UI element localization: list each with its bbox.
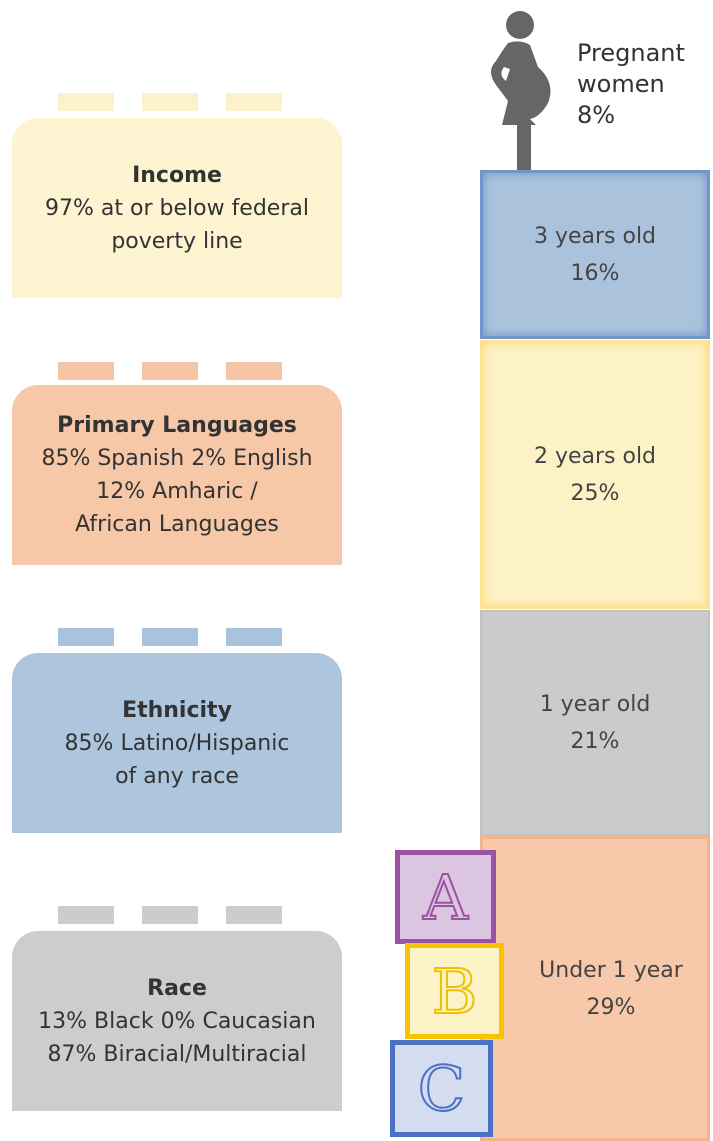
race-card: Race 13% Black 0% Caucasian 87% Biracial… <box>12 931 342 1111</box>
card-bump <box>226 628 282 646</box>
age-block: 1 year old 21% <box>480 610 710 836</box>
card-bump <box>142 906 198 924</box>
letter-block: B <box>405 943 504 1039</box>
age-block: 2 years old 25% <box>480 340 710 609</box>
card-bump <box>142 628 198 646</box>
card-bump <box>226 93 282 111</box>
label-line: Pregnant <box>577 38 685 69</box>
letter-block: C <box>390 1040 493 1137</box>
card-line: 85% Spanish 2% English <box>41 442 312 475</box>
age-block: 3 years old 16% <box>480 170 710 339</box>
card-bump <box>58 628 114 646</box>
ethnicity-card: Ethnicity 85% Latino/Hispanic of any rac… <box>12 653 342 833</box>
languages-card: Primary Languages 85% Spanish 2% English… <box>12 385 342 565</box>
card-line: 87% Biracial/Multiracial <box>48 1038 307 1071</box>
card-bump <box>58 362 114 380</box>
age-label: 1 year old <box>540 686 651 723</box>
card-bump <box>142 362 198 380</box>
age-label: 3 years old <box>534 218 656 255</box>
label-line: women <box>577 69 685 100</box>
age-label: Under 1 year <box>539 952 683 989</box>
card-bump <box>58 93 114 111</box>
pregnant-icon <box>480 5 570 172</box>
letter-block: A <box>395 850 496 944</box>
age-value: 16% <box>571 255 620 292</box>
age-label: 2 years old <box>534 438 656 475</box>
pregnant-label: Pregnant women 8% <box>577 38 685 131</box>
age-block: Under 1 year 29% <box>480 836 710 1141</box>
card-bump <box>142 93 198 111</box>
label-line: 8% <box>577 100 685 131</box>
infographic: Income 97% at or below federal poverty l… <box>0 0 713 1141</box>
card-title: Race <box>147 972 207 1005</box>
card-title: Ethnicity <box>122 694 232 727</box>
income-card: Income 97% at or below federal poverty l… <box>12 118 342 298</box>
card-bump <box>58 906 114 924</box>
age-value: 21% <box>571 723 620 760</box>
card-bump <box>226 362 282 380</box>
card-line: 97% at or below federal <box>45 192 309 225</box>
card-line: poverty line <box>111 225 242 258</box>
age-value: 25% <box>571 475 620 512</box>
age-value: 29% <box>587 989 636 1026</box>
card-line: African Languages <box>75 508 279 541</box>
card-title: Income <box>132 159 222 192</box>
card-line: 13% Black 0% Caucasian <box>38 1005 316 1038</box>
card-line: 12% Amharic / <box>96 475 257 508</box>
card-bump <box>226 906 282 924</box>
card-line: 85% Latino/Hispanic <box>65 727 290 760</box>
card-line: of any race <box>115 760 239 793</box>
card-title: Primary Languages <box>57 409 297 442</box>
